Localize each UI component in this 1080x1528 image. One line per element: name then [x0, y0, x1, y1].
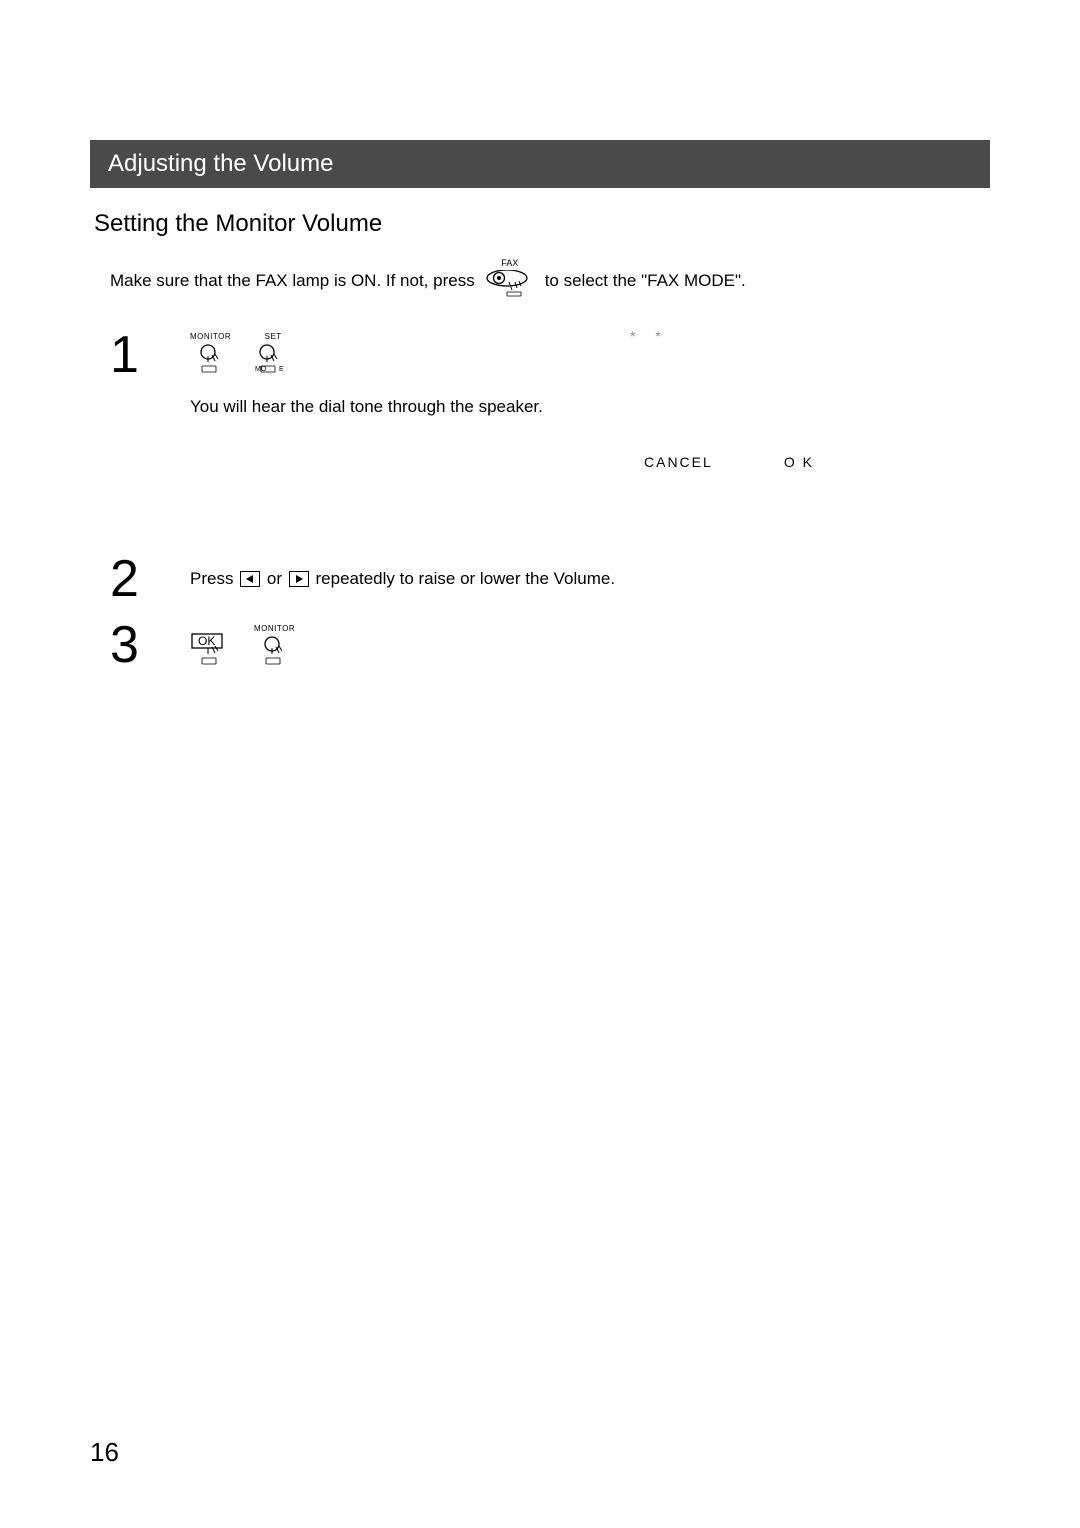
svg-text:OK: OK — [198, 634, 215, 648]
fax-button-icon — [485, 270, 535, 303]
svg-text:E: E — [279, 366, 284, 373]
step-3-body: OK MONITOR — [190, 619, 990, 673]
step-2-mid: or — [267, 569, 287, 588]
svg-text:MO: MO — [255, 366, 267, 373]
step-1-body: MONITOR SET — [190, 329, 990, 419]
lcd-display-illustration: * * CANCEL O K — [600, 328, 820, 470]
intro-line: Make sure that the FAX lamp is ON. If no… — [90, 258, 990, 303]
page-number: 16 — [90, 1437, 119, 1468]
display-cancel-label: CANCEL — [644, 454, 713, 470]
ok-key-with-hand-icon: OK — [190, 632, 230, 673]
monitor-button-label-2: MONITOR — [254, 623, 295, 634]
step-2-pre: Press — [190, 569, 238, 588]
step-2-row: 2 Press or repeatedly to raise or lower … — [90, 553, 990, 605]
ok-button-illustration: OK — [190, 632, 230, 673]
step-3-number: 3 — [110, 619, 190, 671]
press-hand-icon: MO E — [255, 344, 291, 381]
display-asterisks: * * — [600, 328, 820, 344]
step-1-row: 1 MONITOR SET — [90, 329, 990, 419]
step-1-number: 1 — [110, 329, 190, 381]
title-text: Adjusting the Volume — [108, 150, 333, 177]
monitor-button-illustration: MONITOR — [190, 331, 231, 381]
section-heading-text: Setting the Monitor Volume — [94, 210, 382, 237]
display-ok-label: O K — [784, 454, 814, 470]
document-page: Adjusting the Volume Setting the Monitor… — [0, 0, 1080, 747]
intro-post-text: to select the "FAX MODE". — [545, 271, 746, 291]
fax-mode-button-illustration: FAX — [485, 258, 535, 303]
press-hand-icon — [260, 636, 290, 673]
title-bar: Adjusting the Volume — [90, 140, 990, 188]
step-3-button-cluster: OK MONITOR — [190, 623, 295, 673]
right-arrow-key-icon — [289, 571, 309, 587]
step-2-post: repeatedly to raise or lower the Volume. — [316, 569, 616, 588]
step-2-body: Press or repeatedly to raise or lower th… — [190, 553, 990, 591]
step-1-button-cluster: MONITOR SET — [190, 331, 291, 381]
display-softkeys: CANCEL O K — [600, 454, 820, 470]
monitor-button-illustration-2: MONITOR — [254, 623, 295, 673]
section-heading: Setting the Monitor Volume — [90, 210, 990, 238]
layout-spacer — [90, 433, 990, 553]
monitor-button-label: MONITOR — [190, 331, 231, 342]
step-1-text: You will hear the dial tone through the … — [190, 395, 990, 419]
fax-button-label: FAX — [501, 258, 518, 268]
step-2-number: 2 — [110, 553, 190, 605]
step-3-row: 3 OK MONITOR — [90, 619, 990, 673]
left-arrow-key-icon — [240, 571, 260, 587]
press-hand-icon — [196, 344, 226, 381]
set-button-label: SET — [265, 331, 282, 342]
intro-pre-text: Make sure that the FAX lamp is ON. If no… — [110, 271, 475, 291]
set-mode-button-illustration: SET MO E — [255, 331, 291, 381]
